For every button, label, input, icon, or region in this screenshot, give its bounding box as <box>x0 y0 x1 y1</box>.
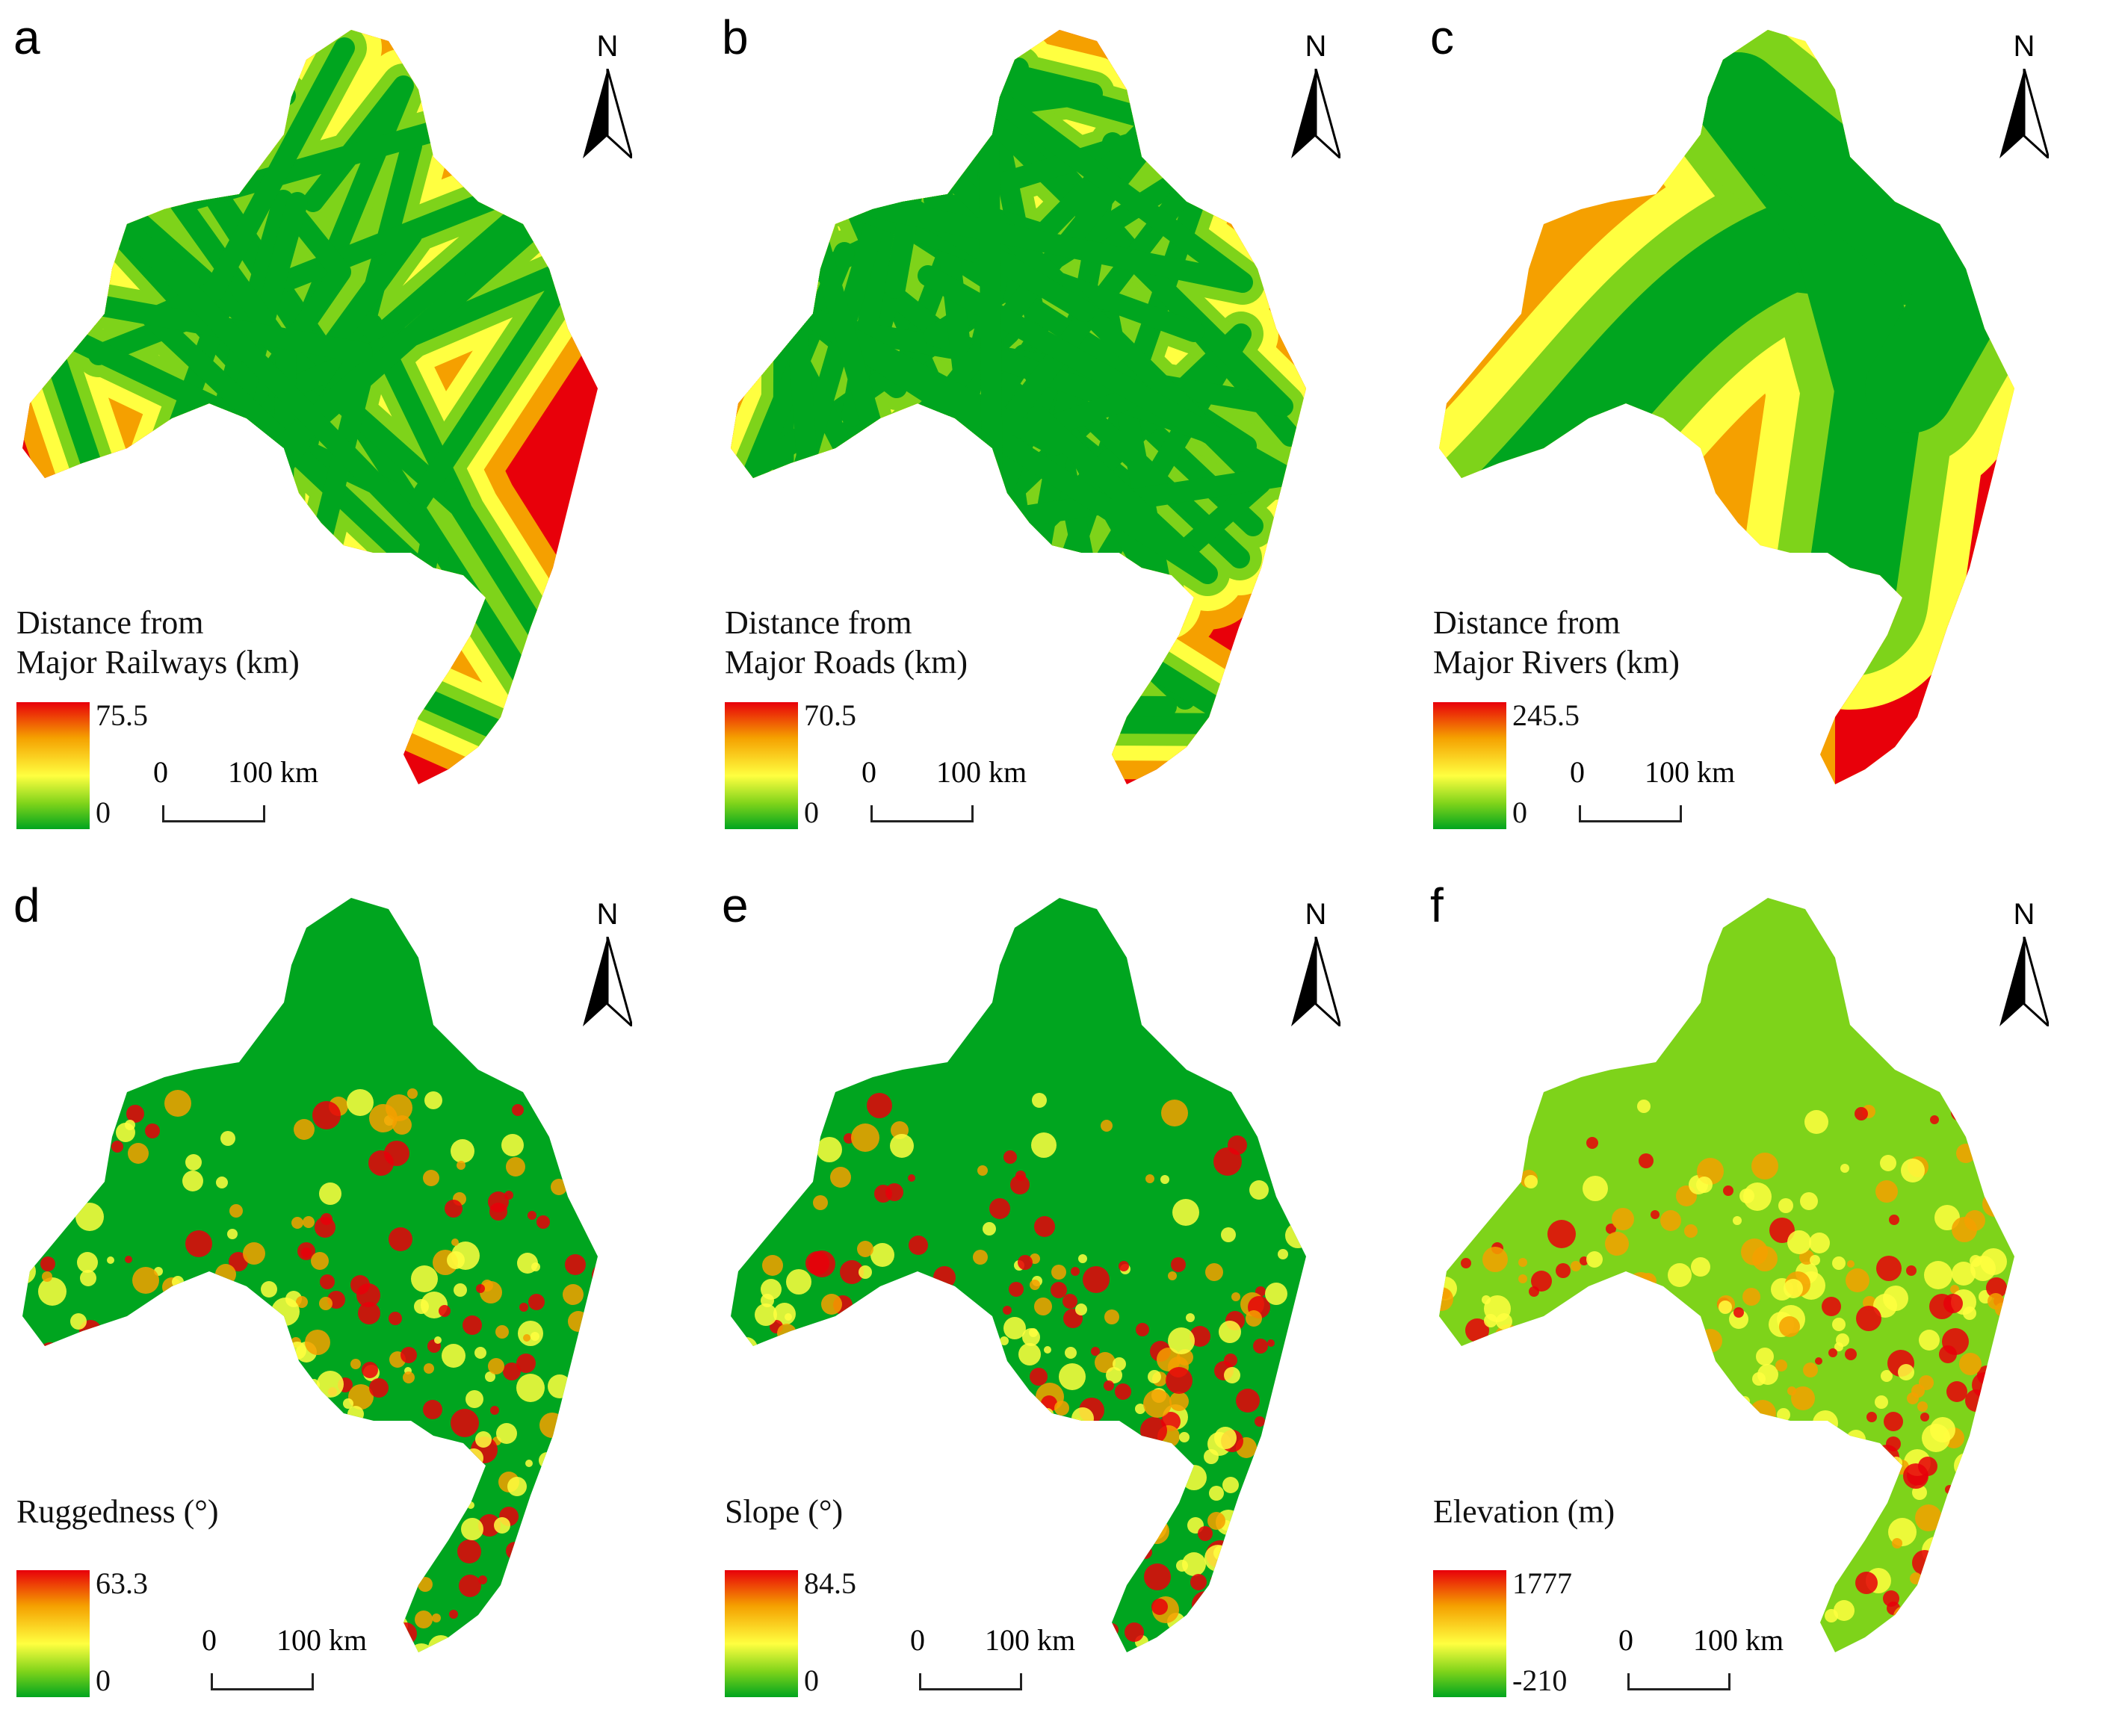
legend-color-ramp <box>1433 1570 1506 1697</box>
map-panel-a: a N Distance from Major Railways (km) 75.5 0… <box>0 0 708 868</box>
scale-bar-line <box>919 1673 1022 1690</box>
map-raster <box>1439 898 2014 1652</box>
north-arrow-icon: N <box>1991 30 2058 164</box>
legend-title: Slope (°) <box>725 1493 844 1530</box>
scale-bar-line <box>1579 805 1682 822</box>
scale-distance-label: 100 km <box>228 755 319 789</box>
scale-bar: 0 100 km <box>1618 1622 1813 1705</box>
scale-bar: 0 100 km <box>1570 754 1764 837</box>
scale-zero-label: 0 <box>862 755 876 789</box>
scale-bar: 0 100 km <box>202 1622 396 1705</box>
legend-max-value: 1777 <box>1512 1566 1572 1600</box>
legend-min-value: 0 <box>804 796 819 829</box>
legend-color-ramp <box>1433 702 1506 829</box>
north-label: N <box>596 30 619 63</box>
scale-bar: 0 100 km <box>862 754 1056 837</box>
map-raster <box>22 898 598 1652</box>
scale-zero-label: 0 <box>1570 755 1585 789</box>
north-label: N <box>1305 30 1327 63</box>
panel-letter: a <box>13 10 40 64</box>
panel-letter: f <box>1430 878 1444 932</box>
map-panel-f: f N Elevation (m) 1777 -210 0 100 km <box>1417 868 2125 1736</box>
map-panel-b: b N Distance from Major Roads (km) 70.5 0 0 10… <box>708 0 1417 868</box>
map-panel-c: c N Distance from Major Rivers (km) 245.5 0 0… <box>1417 0 2125 868</box>
legend-color-ramp <box>725 1570 798 1697</box>
map-panel-d: d N Ruggedness (°) 63.3 0 0 100 km <box>0 868 708 1736</box>
scale-zero-label: 0 <box>153 755 168 789</box>
legend-color-ramp <box>16 702 90 829</box>
scale-distance-label: 100 km <box>276 1623 368 1657</box>
scale-distance-label: 100 km <box>1645 755 1736 789</box>
scale-bar: 0 100 km <box>153 754 347 837</box>
map-raster <box>731 898 1306 1652</box>
legend-min-value: 0 <box>804 1664 819 1697</box>
legend-color-ramp <box>725 702 798 829</box>
north-label: N <box>1305 898 1327 931</box>
legend-title: Distance from Major Roads (km) <box>725 604 968 681</box>
north-arrow-icon: N <box>1991 898 2058 1032</box>
map-raster <box>22 30 598 784</box>
scale-distance-label: 100 km <box>1693 1623 1784 1657</box>
scale-bar-line <box>162 805 265 822</box>
legend-color-ramp <box>16 1570 90 1697</box>
panel-letter: e <box>722 878 749 932</box>
north-label: N <box>2013 30 2035 63</box>
scale-zero-label: 0 <box>910 1623 925 1657</box>
legend-title: Distance from Major Railways (km) <box>16 604 300 681</box>
scale-bar: 0 100 km <box>910 1622 1104 1705</box>
scale-zero-label: 0 <box>1618 1623 1633 1657</box>
scale-bar-line <box>211 1673 314 1690</box>
north-arrow-icon: N <box>1282 898 1349 1032</box>
legend-max-value: 245.5 <box>1512 698 1580 732</box>
legend-min-value: 0 <box>96 1664 111 1697</box>
scale-distance-label: 100 km <box>985 1623 1076 1657</box>
scale-bar-line <box>1627 1673 1730 1690</box>
scale-bar-line <box>870 805 974 822</box>
legend-max-value: 63.3 <box>96 1566 148 1600</box>
panel-letter: b <box>722 10 749 64</box>
map-raster <box>731 30 1306 784</box>
panel-letter: d <box>13 878 40 932</box>
north-arrow-icon: N <box>574 30 641 164</box>
map-raster <box>1439 30 2014 784</box>
legend-min-value: 0 <box>96 796 111 829</box>
legend-title: Distance from Major Rivers (km) <box>1433 604 1680 681</box>
north-arrow-icon: N <box>574 898 641 1032</box>
legend-min-value: 0 <box>1512 796 1527 829</box>
map-panel-e: e N Slope (°) 84.5 0 0 100 km <box>708 868 1417 1736</box>
legend-title: Elevation (m) <box>1433 1493 1615 1530</box>
north-arrow-icon: N <box>1282 30 1349 164</box>
scale-distance-label: 100 km <box>936 755 1027 789</box>
legend-title: Ruggedness (°) <box>16 1493 219 1530</box>
panel-letter: c <box>1430 10 1454 64</box>
legend-max-value: 75.5 <box>96 698 148 732</box>
legend-max-value: 84.5 <box>804 1566 856 1600</box>
scale-zero-label: 0 <box>202 1623 217 1657</box>
legend-min-value: -210 <box>1512 1664 1568 1697</box>
north-label: N <box>2013 898 2035 931</box>
legend-max-value: 70.5 <box>804 698 856 732</box>
north-label: N <box>596 898 619 931</box>
